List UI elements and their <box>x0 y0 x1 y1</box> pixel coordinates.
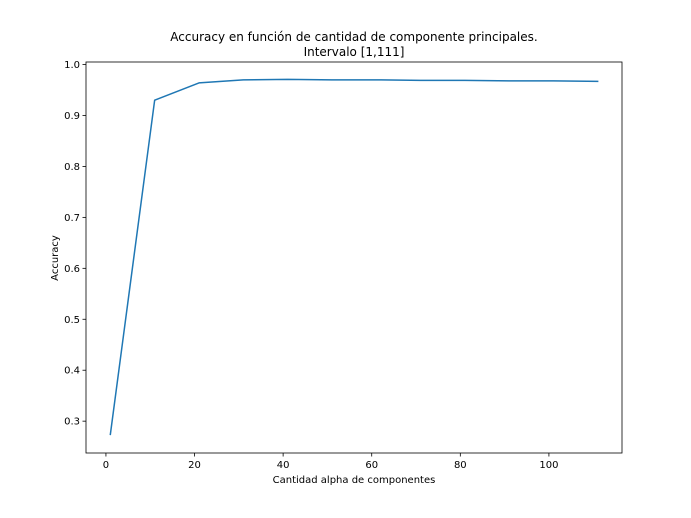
y-tick-label: 1.0 <box>64 60 80 71</box>
y-tick-label: 0.7 <box>64 213 80 224</box>
y-axis-label: Accuracy <box>50 235 61 281</box>
x-tick-label: 60 <box>365 460 378 471</box>
x-tick-label: 80 <box>454 460 467 471</box>
series-line <box>109 78 599 436</box>
x-tick-label: 100 <box>539 460 558 471</box>
chart-title-line-2: Intervalo [1,111] <box>304 45 405 59</box>
x-tick-label: 20 <box>188 460 201 471</box>
x-tick-label: 0 <box>103 460 109 471</box>
plot-frame <box>85 61 623 454</box>
y-tick-label: 0.3 <box>64 417 80 428</box>
y-tick-label: 0.8 <box>64 162 80 173</box>
chart-title-line-1: Accuracy en función de cantidad de compo… <box>170 30 537 44</box>
y-tick-label: 0.6 <box>64 264 80 275</box>
x-tick-label: 40 <box>277 460 290 471</box>
x-axis-ticks: 0 20 40 60 80 100 <box>103 453 558 471</box>
y-axis-ticks: 0.3 0.4 0.5 0.6 0.7 0.8 0.9 1.0 <box>64 60 86 428</box>
y-tick-label: 0.4 <box>64 366 80 377</box>
x-axis-label: Cantidad alpha de componentes <box>273 475 436 486</box>
y-tick-label: 0.9 <box>64 111 80 122</box>
y-tick-label: 0.5 <box>64 315 80 326</box>
plot-area <box>109 78 599 436</box>
